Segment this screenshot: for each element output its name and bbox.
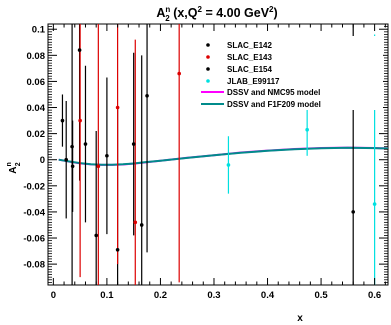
x-tick-label: 0 <box>51 290 56 301</box>
data-point-s2-p2 <box>70 164 75 169</box>
data-point-s3-p1 <box>305 127 309 132</box>
y-tick-label: -0.08 <box>23 260 45 271</box>
ylabel-base: A <box>8 167 19 174</box>
y-tick-label: 0.08 <box>27 51 46 62</box>
y-tick-label: 0.06 <box>27 77 46 88</box>
y-tick-label: 0.04 <box>27 103 46 114</box>
x-tick-label: 0.3 <box>207 290 220 301</box>
data-point-s2-p6 <box>145 93 149 98</box>
legend-label-slac-e143: SLAC_E143 <box>227 53 272 62</box>
data-point-s1-p4 <box>177 71 181 76</box>
data-point-s1-p0 <box>78 118 82 123</box>
title-sub: 2 <box>165 14 170 23</box>
data-point-s0-p1 <box>77 48 82 52</box>
data-point-s0-p3 <box>115 247 120 252</box>
data-points <box>60 48 377 252</box>
legend-marker-slac-e154 <box>206 67 210 71</box>
y-tick-label: 0.02 <box>27 129 46 140</box>
data-point-s2-p0 <box>60 118 65 123</box>
legend-marker-jlab-e99117 <box>206 79 210 83</box>
x-tick-label: 0.1 <box>100 290 114 301</box>
legend-marker-slac-e143 <box>206 55 210 59</box>
title-tail-sup: 2 <box>269 5 274 14</box>
x-tick-label: 0.5 <box>314 290 328 301</box>
y-tick-label: 0 <box>40 155 45 166</box>
legend-label-jlab-e99117: JLAB_E99117 <box>227 77 280 86</box>
data-point-s0-p4 <box>139 223 144 227</box>
data-point-s3-p2 <box>372 202 377 206</box>
title-rest: (x,Q <box>170 6 198 20</box>
y-tick-label: -0.04 <box>23 207 45 218</box>
title-rest-sup: 2 <box>198 5 203 14</box>
legend-box <box>201 36 383 110</box>
data-point-s1-p2 <box>115 105 120 110</box>
model-curves <box>58 146 389 166</box>
data-point-s2-p3 <box>83 142 88 146</box>
data-point-s0-p0 <box>70 144 74 149</box>
legend-label-f1f209: DSSV and F1F209 model <box>227 100 321 109</box>
title-close: ) <box>273 6 277 20</box>
y-tick-label: 0.1 <box>32 25 46 36</box>
data-point-s1-p1 <box>96 164 101 169</box>
legend-label-slac-e142: SLAC_E142 <box>227 41 272 50</box>
title-sup: n <box>165 5 170 14</box>
data-point-s3-p0 <box>226 163 231 167</box>
y-axis-label: An 2 <box>6 162 22 174</box>
data-point-s0-p2 <box>94 233 98 238</box>
axis-ticks <box>48 24 388 285</box>
x-tick-label: 0.4 <box>261 290 275 301</box>
x-axis-label: x <box>297 313 303 324</box>
title-base: A <box>156 6 165 20</box>
y-tick-label: -0.02 <box>23 181 45 192</box>
title-tail: = 4.00 GeV <box>202 6 270 20</box>
data-point-s2-p1 <box>64 157 69 162</box>
x-tick-label: 0.6 <box>368 290 381 301</box>
y-tick-label: -0.06 <box>23 234 45 245</box>
legend: SLAC_E142 SLAC_E143 SLAC_E154 JLAB_E9911… <box>201 36 383 110</box>
legend-marker-slac-e142 <box>206 43 210 47</box>
x-tick-label: 0.2 <box>154 290 167 301</box>
ylabel-sup: n <box>6 162 13 166</box>
ylabel-sub: 2 <box>15 162 22 166</box>
data-point-s2-p4 <box>105 154 109 158</box>
tick-labels: 0 0.1 0.2 0.3 0.4 0.5 0.6 -0.08 -0.06 -0.04 -0.02 0… <box>23 25 381 301</box>
data-point-s2-p5 <box>131 142 136 146</box>
data-point-s1-p3 <box>133 220 138 225</box>
data-point-s0-p5 <box>351 210 355 214</box>
legend-label-slac-e154: SLAC_E154 <box>227 65 272 74</box>
error-bars <box>61 24 376 285</box>
legend-label-nmc95: DSSV and NMC95 model <box>227 88 320 97</box>
chart-title: An 2 (x,Q2 = 4.00 GeV2) <box>156 5 277 23</box>
curve-1 <box>58 146 389 166</box>
